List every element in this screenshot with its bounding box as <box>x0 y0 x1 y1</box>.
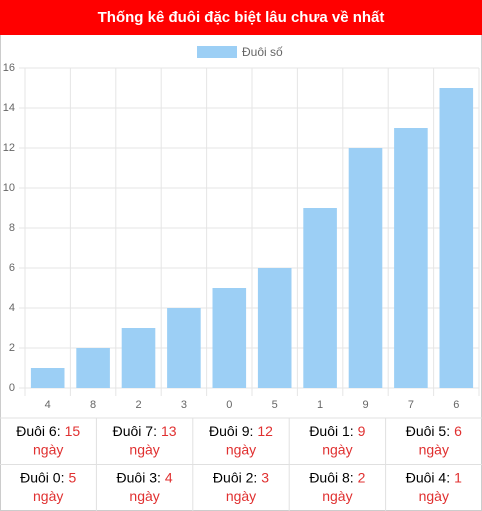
cell-unit: ngày <box>419 442 449 458</box>
cell-line: Đuôi 4: 1 <box>406 469 462 485</box>
cell-value: 15 <box>65 423 81 439</box>
bar <box>167 308 201 388</box>
cell-value: 4 <box>165 469 173 485</box>
cell-unit: ngày <box>33 488 63 504</box>
bar <box>257 268 292 388</box>
cell-unit: ngày <box>322 488 352 504</box>
cell-unit: ngày <box>226 488 256 504</box>
y-tick-label: 0 <box>9 382 15 394</box>
legend-swatch <box>197 46 237 58</box>
cell-label: Đuôi 2: <box>213 469 257 485</box>
cell-unit: ngày <box>226 442 256 458</box>
bar <box>394 128 428 388</box>
cell-unit: ngày <box>129 488 159 504</box>
bar <box>121 328 156 388</box>
bar <box>348 148 383 388</box>
cell-label: Đuôi 3: <box>117 469 161 485</box>
cell-value: 5 <box>68 469 76 485</box>
y-tick-label: 12 <box>3 142 15 154</box>
cell-label: Đuôi 5: <box>406 423 450 439</box>
cell-line: Đuôi 5: 6 <box>406 423 462 439</box>
cell-label: Đuôi 9: <box>209 423 253 439</box>
header-title: Thống kê đuôi đặc biệt lâu chưa về nhất <box>98 9 385 26</box>
cell-line: Đuôi 2: 3 <box>213 469 269 485</box>
cell-value: 12 <box>257 423 273 439</box>
x-tick-label: 2 <box>135 399 141 411</box>
cell-unit: ngày <box>419 488 449 504</box>
x-tick-label: 7 <box>408 399 414 411</box>
y-tick-label: 16 <box>3 62 15 74</box>
x-tick-label: 1 <box>317 399 323 411</box>
cell-value: 13 <box>161 423 177 439</box>
cell-value: 1 <box>454 469 462 485</box>
x-tick-label: 9 <box>362 399 368 411</box>
cell-label: Đuôi 6: <box>16 423 60 439</box>
cell-unit: ngày <box>33 442 63 458</box>
bar <box>76 348 110 388</box>
y-tick-label: 10 <box>3 182 15 194</box>
x-tick-label: 5 <box>272 399 278 411</box>
cell-label: Đuôi 8: <box>309 469 353 485</box>
y-tick-label: 4 <box>9 302 15 314</box>
cell-line: Đuôi 1: 9 <box>309 423 365 439</box>
cell-value: 6 <box>454 423 462 439</box>
legend-label: Đuôi số <box>242 45 283 59</box>
bar <box>303 208 337 388</box>
x-tick-label: 3 <box>181 399 187 411</box>
bar <box>30 368 65 388</box>
cell-unit: ngày <box>322 442 352 458</box>
bar <box>439 88 474 388</box>
cell-line: Đuôi 7: 13 <box>113 423 177 439</box>
cell-label: Đuôi 0: <box>20 469 64 485</box>
cell-line: Đuôi 3: 4 <box>117 469 173 485</box>
y-tick-label: 8 <box>9 222 15 234</box>
y-tick-label: 2 <box>9 342 15 354</box>
bar <box>212 288 247 388</box>
cell-line: Đuôi 8: 2 <box>309 469 365 485</box>
y-tick-label: 6 <box>9 262 15 274</box>
x-tick-label: 6 <box>453 399 459 411</box>
cell-line: Đuôi 0: 5 <box>20 469 76 485</box>
cell-label: Đuôi 7: <box>113 423 157 439</box>
cell-line: Đuôi 9: 12 <box>209 423 273 439</box>
cell-label: Đuôi 1: <box>309 423 353 439</box>
x-tick-label: 8 <box>90 399 96 411</box>
cell-unit: ngày <box>129 442 159 458</box>
header-bar <box>0 0 482 35</box>
x-tick-label: 0 <box>226 399 232 411</box>
y-tick-label: 14 <box>3 102 15 114</box>
x-tick-label: 4 <box>45 399 51 411</box>
cell-line: Đuôi 6: 15 <box>16 423 80 439</box>
cell-value: 3 <box>261 469 269 485</box>
cell-value: 2 <box>358 469 366 485</box>
cell-value: 9 <box>358 423 366 439</box>
cell-label: Đuôi 4: <box>406 469 450 485</box>
